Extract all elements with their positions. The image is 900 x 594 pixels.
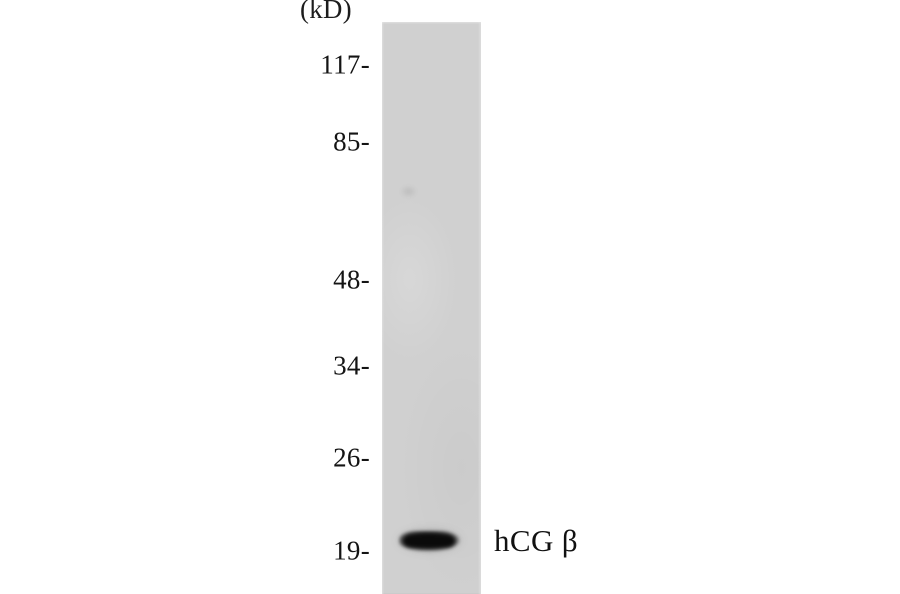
kilodalton-units-label: (kD) [300,0,352,24]
lane-background-speck [400,185,417,198]
mw-marker-117: 117- [320,49,370,80]
mw-marker-48: 48- [333,264,370,295]
hcg-beta-band-core [403,535,455,547]
mw-marker-34: 34- [333,350,370,381]
gel-lane [382,22,481,594]
mw-marker-19: 19- [333,535,370,566]
hcg-beta-band-label: hCG β [494,523,579,558]
molecular-weight-ladder: 117- 85- 48- 34- 26- 19- [250,0,370,594]
gel-lane-right-edge [478,22,481,594]
gel-lane-top-edge [382,22,481,24]
mw-marker-85: 85- [333,126,370,157]
mw-marker-26: 26- [333,442,370,473]
gel-lane-left-edge [382,22,384,594]
